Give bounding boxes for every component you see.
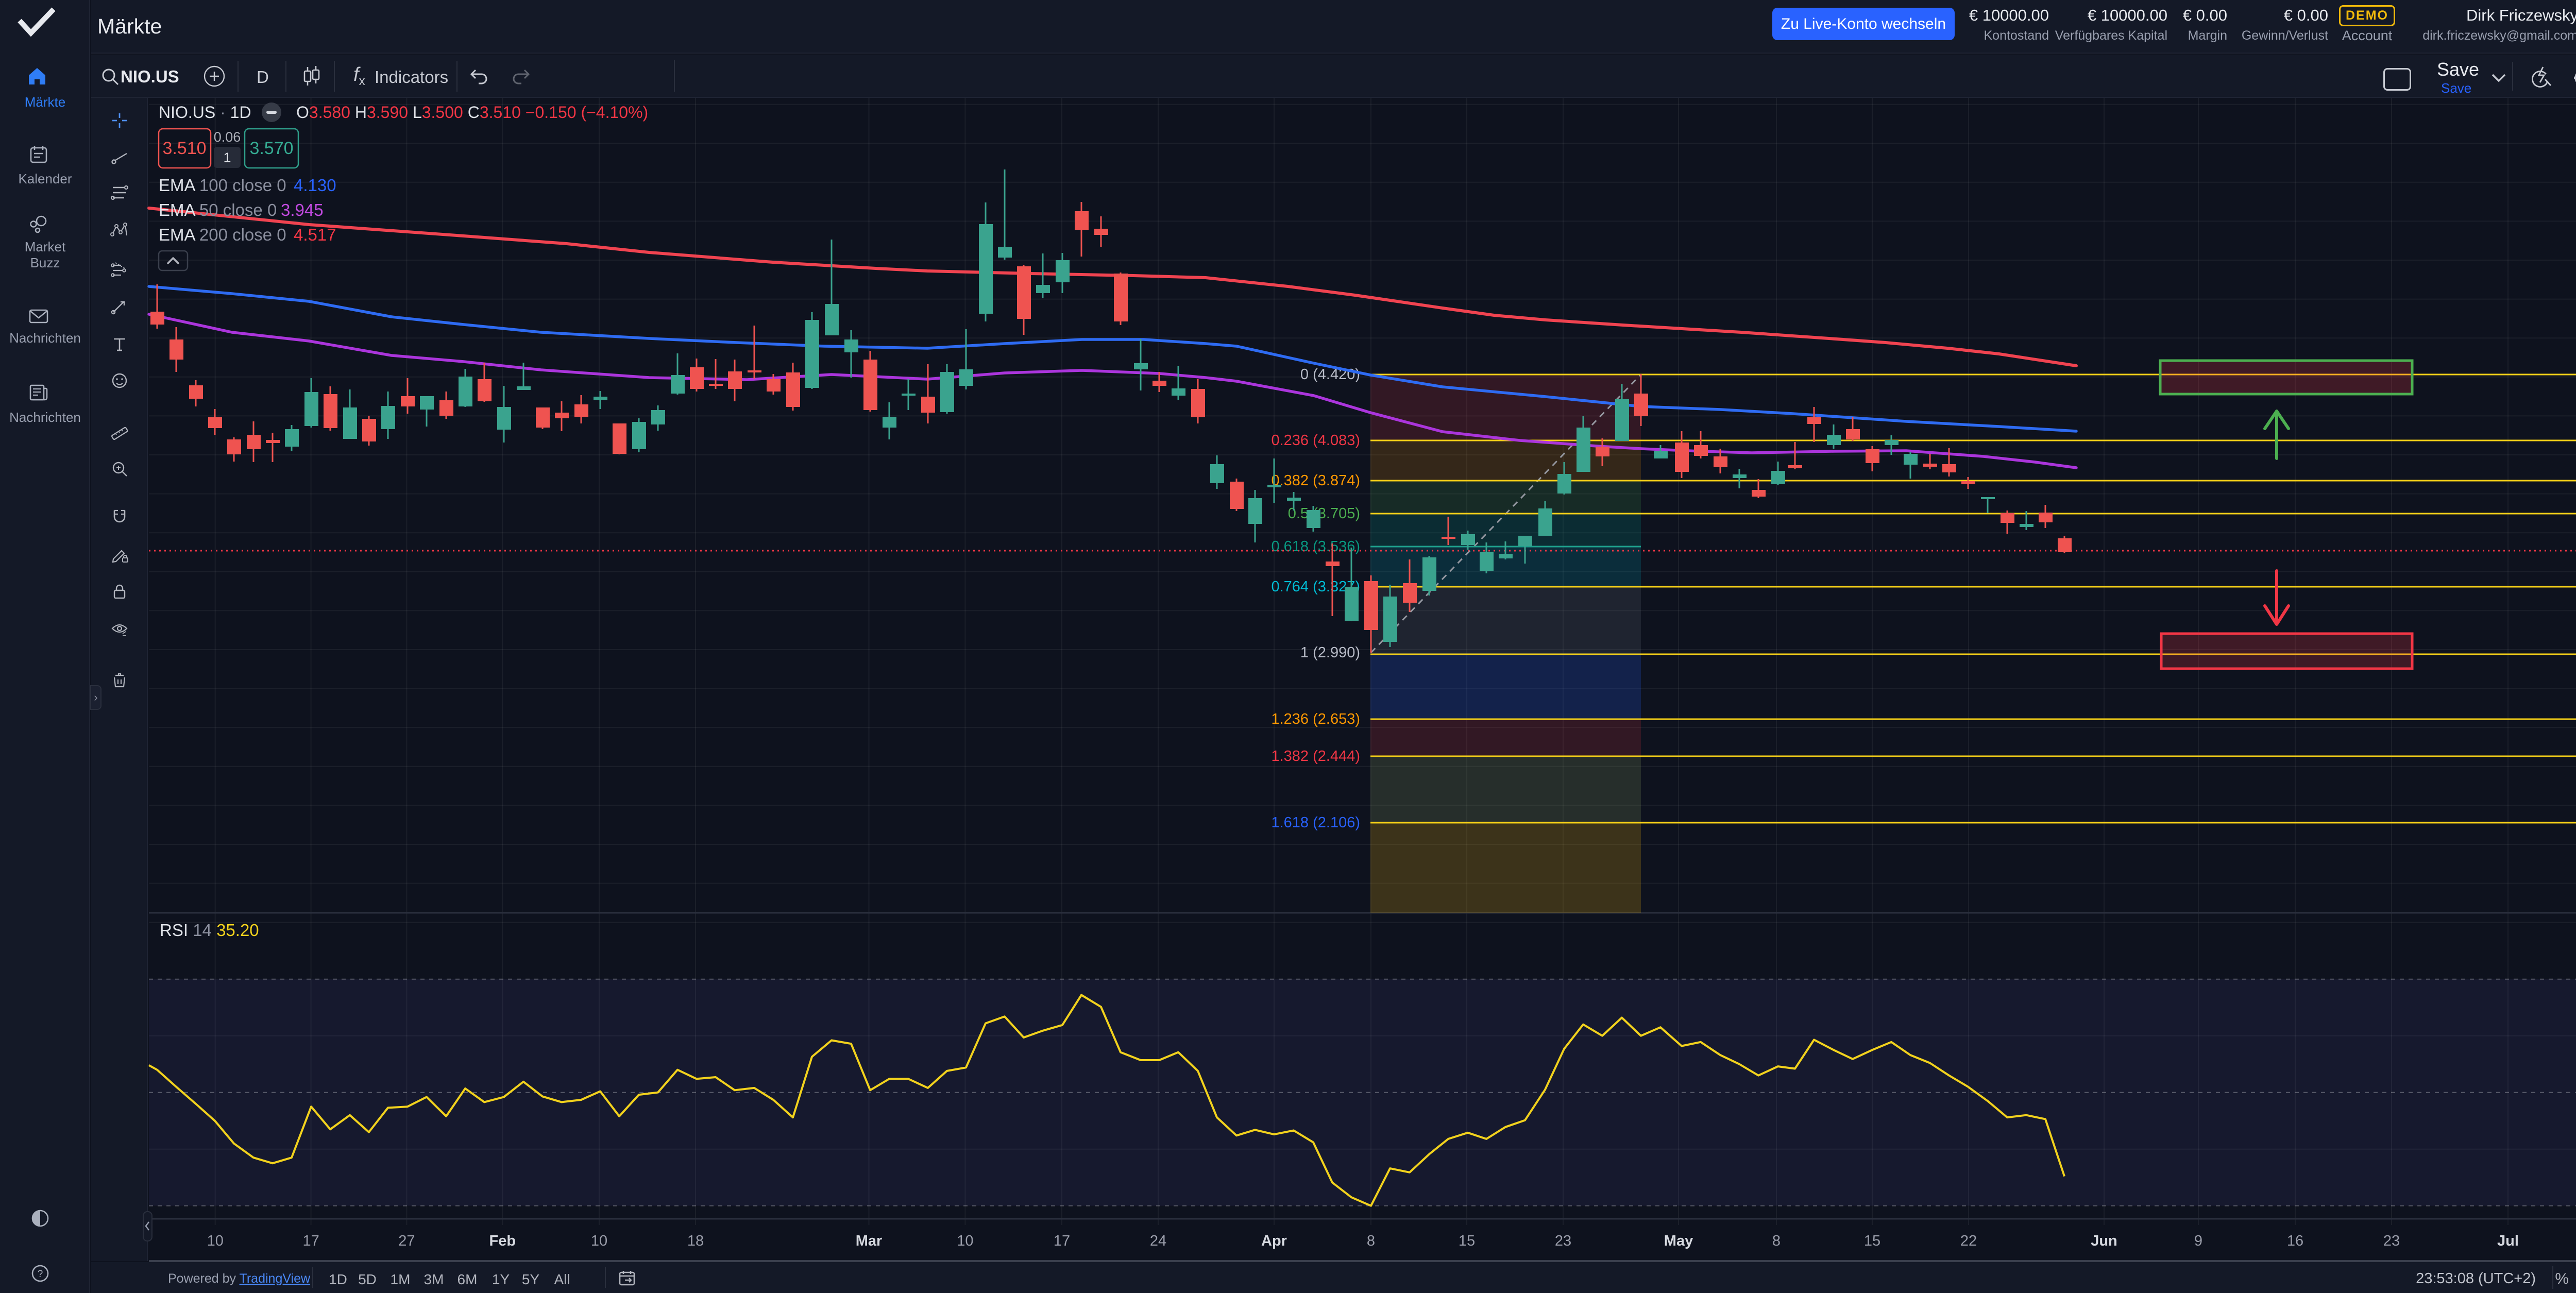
svg-text:23: 23 bbox=[2383, 1233, 2400, 1249]
svg-text:1 (2.990): 1 (2.990) bbox=[1300, 644, 1360, 661]
svg-text:RSI 14 35.20: RSI 14 35.20 bbox=[160, 921, 259, 940]
svg-text:15: 15 bbox=[1864, 1233, 1880, 1249]
svg-text:8: 8 bbox=[1772, 1233, 1781, 1249]
svg-text:10: 10 bbox=[957, 1233, 973, 1249]
svg-text:May: May bbox=[1664, 1233, 1693, 1249]
svg-text:4.130: 4.130 bbox=[294, 176, 336, 195]
svg-text:18: 18 bbox=[687, 1233, 704, 1249]
svg-text:0.382 (3.874): 0.382 (3.874) bbox=[1271, 472, 1360, 489]
svg-text:1.618 (2.106): 1.618 (2.106) bbox=[1271, 814, 1360, 831]
svg-text:Mar: Mar bbox=[856, 1233, 883, 1249]
svg-text:0.236 (4.083): 0.236 (4.083) bbox=[1271, 432, 1360, 449]
svg-text:17: 17 bbox=[1054, 1233, 1070, 1249]
svg-text:EMA 200 close 0: EMA 200 close 0 bbox=[159, 225, 286, 244]
svg-text:Jun: Jun bbox=[2091, 1233, 2117, 1249]
svg-text:1: 1 bbox=[223, 150, 231, 165]
svg-text:22: 22 bbox=[1960, 1233, 1977, 1249]
svg-text:Jul: Jul bbox=[2497, 1233, 2519, 1249]
svg-text:9: 9 bbox=[2194, 1233, 2202, 1249]
svg-text:Feb: Feb bbox=[489, 1233, 516, 1249]
svg-text:O3.580 H3.590 L3.500 C3.510: O3.580 H3.590 L3.500 C3.510 −0.150 (−4.1… bbox=[296, 103, 648, 122]
svg-text:0 (4.420): 0 (4.420) bbox=[1300, 366, 1360, 383]
svg-text:24: 24 bbox=[1150, 1233, 1166, 1249]
svg-text:1.236 (2.653): 1.236 (2.653) bbox=[1271, 711, 1360, 727]
svg-text:17: 17 bbox=[302, 1233, 319, 1249]
svg-text:4.517: 4.517 bbox=[294, 225, 336, 244]
svg-text:10: 10 bbox=[207, 1233, 224, 1249]
svg-text:NIO.US · 1D: NIO.US · 1D bbox=[159, 103, 251, 122]
svg-text:1.382 (2.444): 1.382 (2.444) bbox=[1271, 748, 1360, 764]
svg-text:16: 16 bbox=[2287, 1233, 2303, 1249]
svg-text:EMA 100 close 0: EMA 100 close 0 bbox=[159, 176, 286, 195]
svg-text:3.510: 3.510 bbox=[162, 139, 206, 158]
svg-text:23: 23 bbox=[1555, 1233, 1571, 1249]
svg-text:10: 10 bbox=[591, 1233, 607, 1249]
svg-text:Apr: Apr bbox=[1261, 1233, 1287, 1249]
svg-text:3.945: 3.945 bbox=[281, 200, 324, 219]
svg-text:8: 8 bbox=[1367, 1233, 1375, 1249]
svg-text:27: 27 bbox=[398, 1233, 415, 1249]
svg-text:15: 15 bbox=[1459, 1233, 1475, 1249]
svg-text:0.06: 0.06 bbox=[214, 129, 241, 145]
svg-text:0.5 (3.705): 0.5 (3.705) bbox=[1288, 505, 1360, 522]
svg-text:3.570: 3.570 bbox=[249, 139, 293, 158]
svg-text:?: ? bbox=[38, 1269, 43, 1280]
svg-text:EMA 50 close 0: EMA 50 close 0 bbox=[159, 200, 277, 219]
svg-text:0.618 (3.536): 0.618 (3.536) bbox=[1271, 538, 1360, 555]
